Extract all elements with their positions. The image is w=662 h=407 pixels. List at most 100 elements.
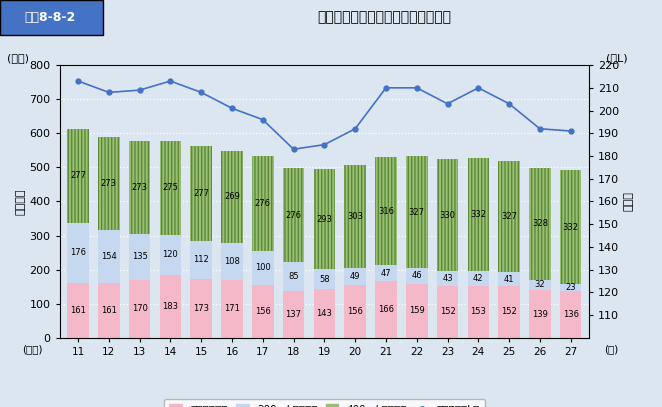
Bar	[437, 159, 458, 271]
Text: 275: 275	[162, 183, 178, 192]
Bar	[437, 271, 458, 286]
Text: 159: 159	[409, 306, 424, 315]
Bar	[129, 141, 150, 234]
Text: 108: 108	[224, 257, 240, 266]
Bar	[283, 291, 305, 338]
Bar	[68, 129, 89, 223]
Bar	[560, 171, 581, 284]
Text: 42: 42	[473, 274, 483, 283]
Text: 43: 43	[442, 274, 453, 283]
Text: 156: 156	[255, 307, 271, 316]
Text: 154: 154	[101, 252, 117, 261]
Text: 152: 152	[440, 307, 455, 316]
Legend: 成分献血者数, 200mL献血者数, 400mL献血者数, 献血量（万L）: 成分献血者数, 200mL献血者数, 400mL献血者数, 献血量（万L）	[164, 399, 485, 407]
Bar	[191, 146, 212, 241]
Text: 330: 330	[440, 210, 455, 220]
Bar	[498, 286, 520, 338]
Bar	[529, 168, 551, 280]
Bar	[129, 280, 150, 338]
Text: 血液確保量及び採血種類別採血人数: 血液確保量及び採血種類別採血人数	[317, 10, 451, 24]
Text: 273: 273	[101, 179, 117, 188]
Bar	[221, 280, 243, 338]
Bar	[437, 286, 458, 338]
Bar	[98, 138, 120, 230]
Bar	[498, 160, 520, 272]
Bar	[98, 230, 120, 283]
Text: 23: 23	[565, 283, 576, 292]
Bar	[283, 168, 305, 262]
Bar	[560, 284, 581, 291]
Bar	[467, 158, 489, 271]
Text: 277: 277	[193, 189, 209, 198]
Text: 173: 173	[193, 304, 209, 313]
Bar	[191, 241, 212, 279]
Bar	[344, 268, 366, 284]
Text: 136: 136	[563, 310, 579, 319]
Bar	[344, 284, 366, 338]
Text: 156: 156	[348, 307, 363, 316]
Text: 図袆8-8-2: 図袆8-8-2	[24, 11, 75, 24]
Bar	[375, 158, 397, 265]
Bar	[160, 141, 181, 234]
Bar	[68, 283, 89, 338]
Text: 137: 137	[285, 310, 302, 319]
Text: 276: 276	[285, 210, 302, 220]
Text: 153: 153	[471, 307, 487, 316]
Text: 120: 120	[163, 250, 178, 260]
Bar	[252, 284, 273, 338]
Bar	[560, 291, 581, 338]
Text: 183: 183	[162, 302, 179, 311]
Bar	[344, 165, 366, 268]
Text: 276: 276	[255, 199, 271, 208]
Bar	[98, 283, 120, 338]
Text: 269: 269	[224, 193, 240, 201]
Bar	[252, 156, 273, 251]
Bar	[283, 262, 305, 291]
Text: (年): (年)	[604, 344, 618, 354]
Text: 328: 328	[532, 219, 548, 228]
Bar	[406, 284, 428, 338]
Y-axis label: 献血者数: 献血者数	[15, 188, 25, 215]
Text: 32: 32	[535, 280, 545, 289]
Bar	[314, 269, 335, 289]
Bar	[191, 279, 212, 338]
Text: 41: 41	[504, 274, 514, 284]
Bar	[529, 168, 551, 280]
Text: 171: 171	[224, 304, 240, 313]
Text: 161: 161	[70, 306, 86, 315]
Text: (万人): (万人)	[7, 53, 28, 63]
FancyBboxPatch shape	[0, 0, 103, 35]
Bar	[160, 141, 181, 234]
Bar	[129, 141, 150, 234]
Text: 135: 135	[132, 252, 148, 261]
Text: 100: 100	[255, 263, 271, 272]
Bar	[467, 286, 489, 338]
Bar	[160, 234, 181, 276]
Bar	[467, 271, 489, 286]
Bar	[221, 151, 243, 243]
Bar	[314, 169, 335, 269]
Bar	[252, 251, 273, 284]
Bar	[129, 234, 150, 280]
Bar	[68, 129, 89, 223]
Text: (万L): (万L)	[606, 53, 628, 63]
Text: 47: 47	[381, 269, 391, 278]
Bar	[406, 156, 428, 268]
Bar	[375, 281, 397, 338]
Text: 161: 161	[101, 306, 117, 315]
Text: 293: 293	[316, 215, 332, 224]
Text: 327: 327	[501, 212, 517, 221]
Bar	[283, 168, 305, 262]
Text: 277: 277	[70, 171, 86, 180]
Text: 152: 152	[501, 307, 517, 316]
Text: 170: 170	[132, 304, 148, 313]
Bar	[375, 158, 397, 265]
Text: 327: 327	[408, 208, 425, 217]
Text: 58: 58	[319, 275, 330, 284]
Bar	[68, 223, 89, 283]
Bar	[221, 243, 243, 280]
Text: 303: 303	[347, 212, 363, 221]
Bar	[406, 156, 428, 268]
Text: 85: 85	[288, 272, 299, 281]
Text: (平成): (平成)	[23, 344, 43, 354]
